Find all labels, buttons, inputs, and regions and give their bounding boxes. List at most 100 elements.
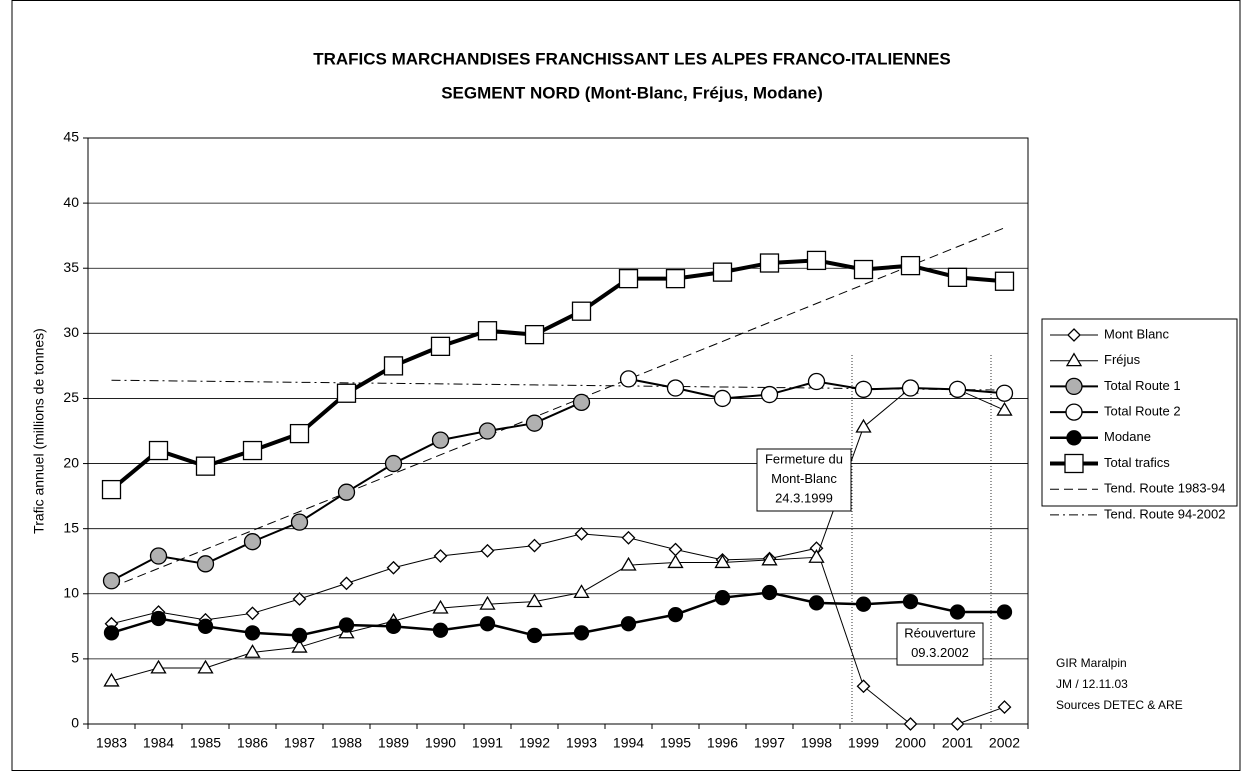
legend-label: Tend. Route 1983-94 bbox=[1104, 481, 1225, 496]
marker bbox=[1067, 328, 1081, 342]
marker bbox=[244, 625, 261, 641]
marker bbox=[195, 456, 216, 476]
line bbox=[111, 387, 1005, 682]
marker bbox=[855, 596, 872, 612]
legend-label: Modane bbox=[1104, 429, 1151, 444]
marker bbox=[478, 422, 497, 440]
marker bbox=[336, 383, 357, 403]
marker bbox=[431, 431, 450, 449]
x-tick-label: 1989 bbox=[378, 735, 409, 751]
marker bbox=[1065, 377, 1083, 396]
x-tick-label: 1999 bbox=[848, 735, 879, 751]
marker bbox=[197, 659, 214, 674]
marker bbox=[618, 268, 639, 289]
marker bbox=[665, 268, 686, 289]
marker bbox=[806, 250, 827, 271]
y-tick-label: 40 bbox=[63, 194, 79, 210]
marker bbox=[525, 414, 544, 432]
marker bbox=[386, 560, 401, 575]
marker bbox=[1064, 453, 1084, 474]
y-tick-label: 5 bbox=[71, 650, 79, 666]
legend-item: Tend. Route 94-2002 bbox=[1050, 506, 1225, 521]
y-tick-label: 35 bbox=[63, 259, 79, 275]
marker bbox=[338, 617, 355, 633]
marker bbox=[149, 547, 168, 565]
x-tick-label: 1997 bbox=[754, 735, 785, 751]
series bbox=[103, 584, 1013, 644]
marker bbox=[573, 584, 590, 599]
marker bbox=[620, 556, 637, 571]
marker bbox=[713, 389, 732, 408]
x-tick-label: 1996 bbox=[707, 735, 738, 751]
note: JM / 12.11.03 bbox=[1056, 677, 1128, 691]
marker bbox=[573, 625, 590, 641]
marker bbox=[996, 401, 1013, 416]
y-tick-label: 15 bbox=[63, 519, 79, 535]
annotation-text: Mont-Blanc bbox=[771, 471, 837, 486]
legend-item: Total Route 1 bbox=[1050, 377, 1181, 396]
marker bbox=[289, 423, 310, 444]
y-axis-label: Trafic annuel (millions de tonnes) bbox=[31, 328, 47, 534]
legend-label: Total trafics bbox=[1104, 455, 1170, 470]
marker bbox=[808, 549, 825, 563]
marker bbox=[853, 259, 874, 280]
marker bbox=[994, 271, 1015, 291]
legend-item: Modane bbox=[1050, 429, 1151, 446]
marker bbox=[291, 627, 308, 644]
marker bbox=[148, 440, 169, 461]
marker bbox=[667, 606, 684, 623]
x-tick-label: 2000 bbox=[895, 735, 926, 751]
marker bbox=[808, 595, 825, 611]
marker bbox=[1065, 403, 1083, 421]
marker bbox=[761, 584, 778, 601]
marker bbox=[995, 384, 1014, 402]
marker bbox=[103, 625, 120, 641]
legend-label: Total Route 1 bbox=[1104, 378, 1181, 393]
marker bbox=[948, 380, 967, 398]
marker bbox=[479, 595, 496, 610]
legend-label: Mont Blanc bbox=[1104, 326, 1170, 341]
x-tick-label: 1992 bbox=[519, 735, 550, 751]
marker bbox=[339, 576, 354, 591]
marker bbox=[666, 379, 685, 397]
marker bbox=[620, 616, 637, 632]
marker bbox=[901, 379, 920, 397]
line bbox=[111, 591, 1005, 637]
x-tick-label: 1995 bbox=[660, 735, 691, 751]
line bbox=[111, 533, 1005, 725]
marker bbox=[479, 616, 496, 632]
annotation-text: Fermeture du bbox=[765, 451, 843, 466]
x-tick-label: 1984 bbox=[143, 735, 174, 751]
marker bbox=[150, 659, 167, 674]
marker bbox=[903, 717, 918, 731]
legend-item: Total trafics bbox=[1050, 453, 1170, 474]
marker bbox=[384, 454, 403, 473]
marker bbox=[243, 533, 262, 551]
marker bbox=[242, 440, 263, 461]
marker bbox=[526, 593, 543, 608]
marker bbox=[714, 554, 731, 569]
annotation-box bbox=[756, 448, 852, 512]
x-tick-label: 1988 bbox=[331, 735, 362, 751]
x-tick-label: 1983 bbox=[96, 735, 127, 751]
y-tick-label: 30 bbox=[63, 324, 79, 340]
marker bbox=[383, 356, 404, 376]
marker bbox=[196, 555, 215, 573]
chart-subtitle: SEGMENT NORD (Mont-Blanc, Fréjus, Modane… bbox=[441, 83, 823, 102]
annotation-text: 24.3.1999 bbox=[775, 490, 833, 505]
plot-area bbox=[87, 137, 1029, 725]
x-tick-label: 1994 bbox=[613, 735, 644, 751]
marker bbox=[712, 262, 733, 282]
legend-item: Tend. Route 1983-94 bbox=[1050, 481, 1225, 496]
x-tick-label: 1991 bbox=[472, 735, 503, 751]
marker bbox=[433, 549, 448, 563]
marker bbox=[855, 418, 872, 433]
y-tick-label: 20 bbox=[63, 454, 79, 470]
marker bbox=[150, 610, 167, 627]
marker bbox=[1065, 352, 1083, 367]
marker bbox=[667, 554, 684, 569]
legend-item: Mont Blanc bbox=[1050, 326, 1170, 342]
marker bbox=[619, 370, 638, 388]
marker bbox=[621, 530, 636, 545]
marker bbox=[524, 324, 545, 345]
